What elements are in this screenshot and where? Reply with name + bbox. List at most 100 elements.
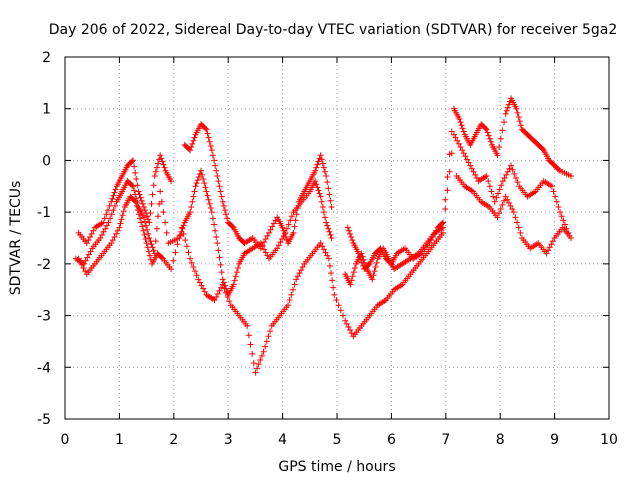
- middle-track-point: [499, 178, 506, 185]
- upper-track-point: [85, 237, 92, 244]
- middle-track-point: [140, 214, 147, 221]
- data-points: [72, 95, 574, 376]
- middle-track-point: [440, 224, 447, 231]
- lower-track-point: [193, 272, 200, 279]
- middle-track-point: [231, 277, 238, 284]
- upper-track-point: [130, 157, 136, 164]
- middle-track-point: [206, 200, 213, 207]
- middle-track-point: [259, 243, 266, 250]
- middle-track-point: [448, 150, 455, 157]
- middle-track-point: [472, 171, 479, 178]
- middle-track-point: [325, 225, 332, 232]
- lower-track-point: [82, 268, 89, 275]
- lower-track-point: [255, 361, 262, 368]
- lower-track-point: [294, 273, 301, 280]
- upper-track-point: [344, 224, 351, 231]
- middle-track-point: [194, 177, 201, 184]
- middle-track-point: [464, 156, 471, 163]
- middle-track-point: [348, 277, 355, 284]
- middle-track-point: [110, 207, 117, 214]
- middle-track-point: [150, 247, 157, 254]
- lower-track-point: [158, 254, 165, 261]
- middle-track-point: [465, 159, 472, 166]
- middle-track-point: [359, 253, 366, 260]
- upper-track-point: [204, 130, 211, 137]
- lower-track-point: [219, 281, 226, 288]
- upper-track-point: [457, 119, 464, 126]
- lower-track-point: [319, 243, 326, 250]
- lower-track-point: [138, 219, 145, 226]
- lower-track-point: [333, 297, 340, 304]
- middle-track-point: [347, 281, 354, 288]
- upper-track-point: [203, 126, 210, 133]
- upper-track-point: [440, 219, 447, 226]
- lower-track-point: [507, 202, 514, 209]
- middle-track-point: [152, 238, 159, 245]
- upper-track-point: [315, 158, 322, 165]
- middle-track-point: [213, 233, 220, 240]
- middle-track-point: [282, 229, 289, 236]
- lower-track-point: [335, 302, 342, 309]
- middle-track-point: [327, 231, 334, 238]
- lower-track-point: [140, 227, 147, 234]
- y-axis-title: SDTVAR / TECUs: [8, 181, 24, 296]
- lower-track-point: [187, 255, 194, 262]
- lower-track-point: [188, 259, 195, 266]
- middle-track-point: [107, 215, 114, 222]
- upper-track-point: [109, 195, 116, 202]
- lower-track-point: [320, 246, 327, 253]
- upper-track-point: [328, 203, 335, 210]
- lower-track-point: [329, 277, 336, 284]
- middle-track-point: [102, 225, 109, 232]
- lower-track-point: [285, 302, 292, 309]
- upper-track-point: [517, 122, 524, 129]
- upper-track-point: [456, 116, 463, 123]
- lower-track-point: [170, 257, 177, 264]
- middle-track-point: [485, 178, 492, 185]
- upper-track-point: [132, 169, 139, 176]
- upper-track-point: [317, 152, 324, 159]
- upper-track-point: [188, 143, 195, 150]
- middle-track-point: [262, 249, 269, 256]
- lower-track-point: [286, 297, 293, 304]
- middle-track-point: [550, 188, 557, 195]
- upper-track-point: [314, 161, 321, 168]
- lower-track-point: [118, 216, 125, 223]
- middle-track-point: [191, 188, 198, 195]
- middle-track-point: [84, 254, 91, 261]
- middle-track-point: [360, 256, 367, 263]
- lower-track-point: [288, 291, 295, 298]
- middle-track-point: [131, 187, 138, 194]
- lower-track-point: [299, 263, 306, 270]
- lower-track-point: [267, 328, 274, 335]
- lower-track-point: [328, 270, 335, 277]
- middle-track-point: [557, 209, 564, 216]
- upper-track-point: [482, 125, 489, 132]
- upper-track-point: [112, 186, 119, 193]
- upper-track-point: [292, 217, 299, 224]
- upper-track-point: [555, 166, 562, 173]
- upper-track-point: [272, 217, 279, 224]
- middle-track-point: [444, 187, 451, 194]
- upper-track-point: [221, 207, 228, 214]
- middle-track-point: [491, 198, 498, 205]
- middle-track-point: [204, 192, 211, 199]
- upper-track-point: [229, 223, 236, 230]
- upper-track-point: [214, 172, 221, 179]
- middle-track-point: [147, 238, 154, 245]
- upper-track-point: [347, 230, 354, 237]
- upper-track-point: [135, 188, 142, 195]
- lower-track-point: [213, 293, 220, 300]
- middle-track-point: [274, 245, 281, 252]
- x-tick-label: 4: [278, 432, 287, 448]
- x-tick-label: 6: [387, 432, 396, 448]
- upper-track-point: [539, 146, 546, 153]
- upper-track-point: [104, 207, 111, 214]
- upper-track-point: [191, 134, 198, 141]
- lower-track-point: [133, 202, 140, 209]
- upper-track-point: [217, 188, 224, 195]
- middle-track-point: [144, 226, 151, 233]
- middle-track-point: [128, 182, 135, 189]
- middle-track-point: [287, 217, 294, 224]
- upper-track-point: [484, 129, 491, 136]
